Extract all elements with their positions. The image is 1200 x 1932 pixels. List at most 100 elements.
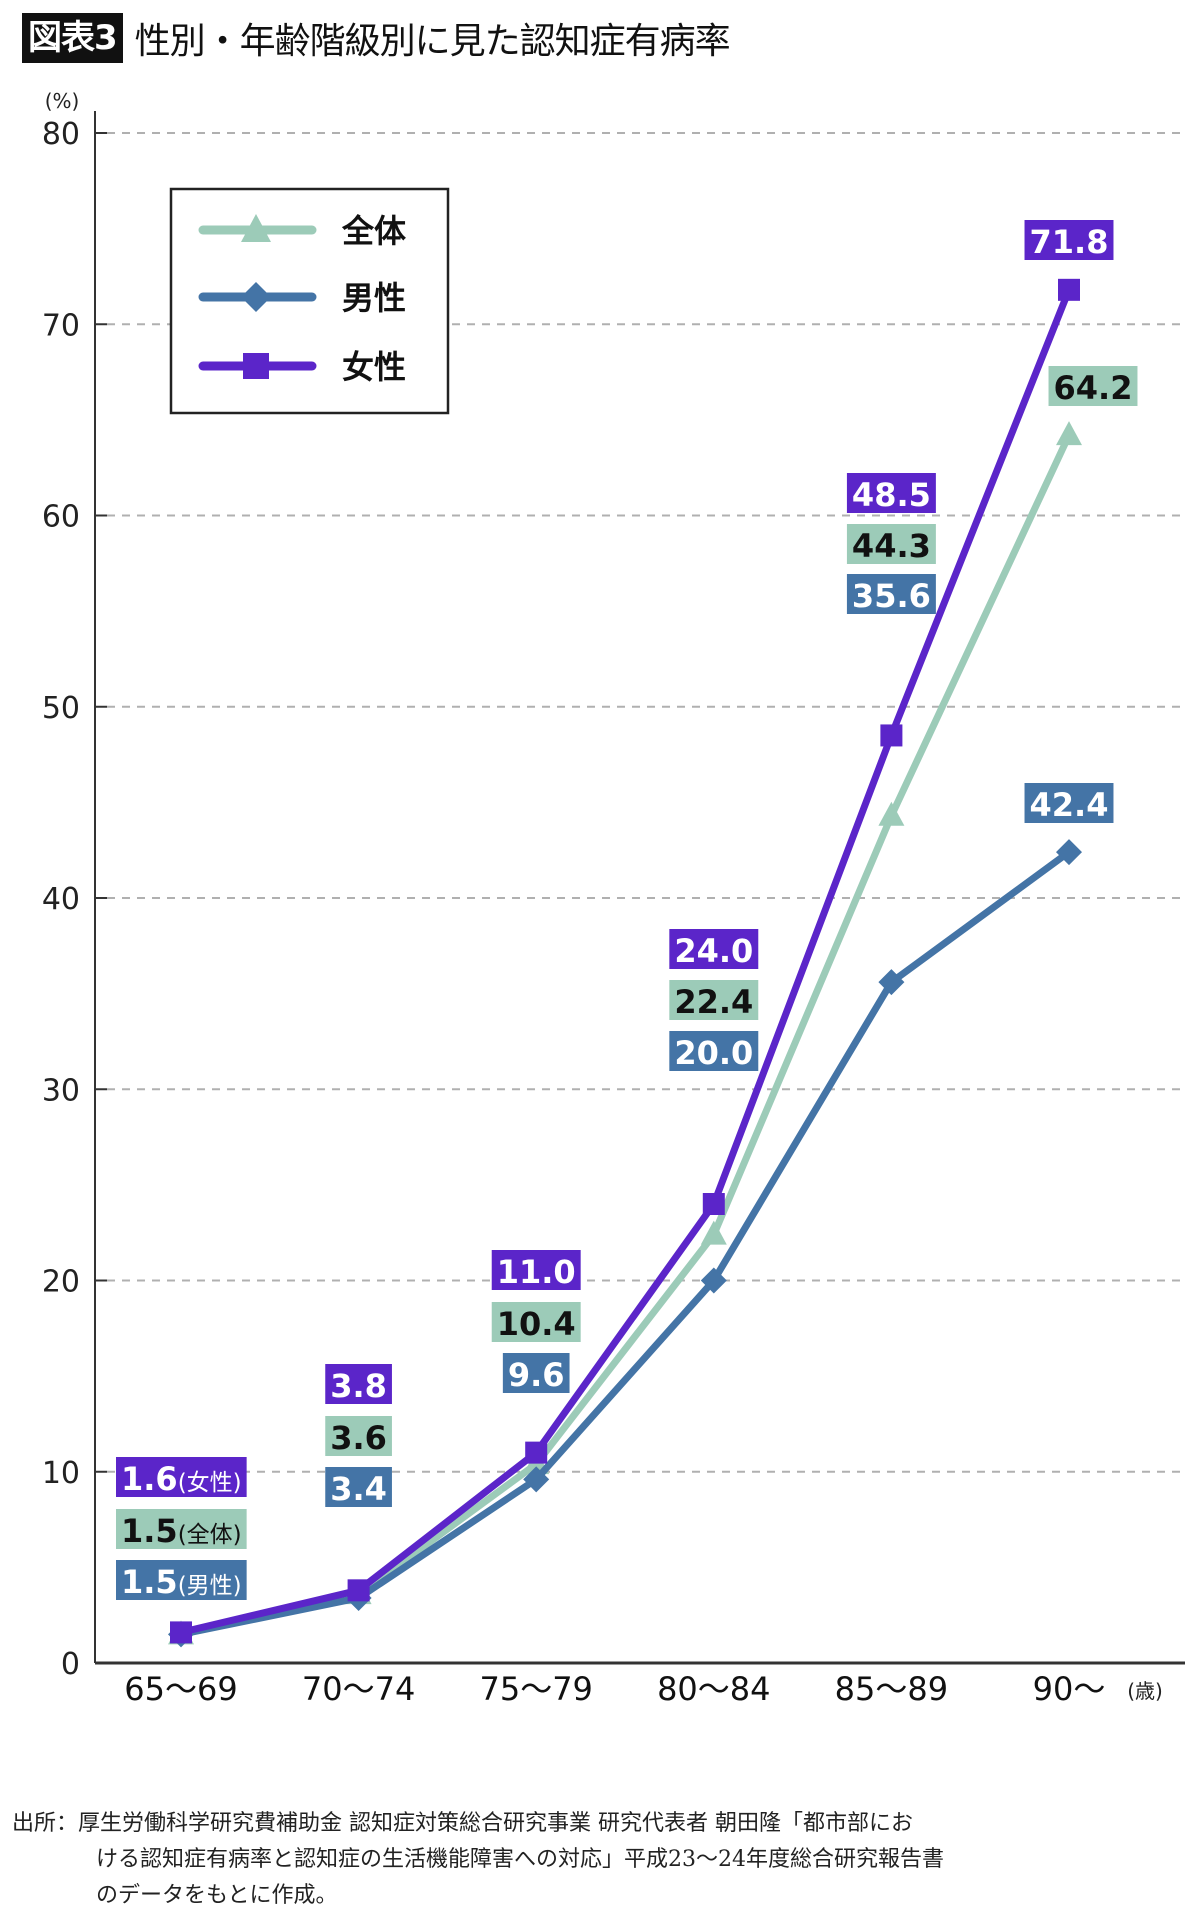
data-label-text: 35.6 — [852, 577, 931, 615]
data-label-value: 1.5 — [121, 1563, 178, 1601]
y-tick-label: 30 — [42, 1073, 80, 1108]
data-label-text: 11.0 — [497, 1253, 576, 1291]
data-label-background — [1024, 783, 1114, 823]
data-label: 9.6 — [502, 1353, 570, 1394]
y-tick-label: 70 — [42, 308, 80, 343]
data-label: 3.8 — [325, 1364, 392, 1405]
data-label-value: 10.4 — [497, 1305, 576, 1343]
y-tick-label: 10 — [42, 1456, 80, 1491]
series-line-female — [180, 288, 1073, 1636]
data-label-series-name: (男性) — [178, 1573, 242, 1599]
data-label-text: 3.4 — [330, 1470, 387, 1508]
data-label: 42.4 — [1024, 783, 1114, 824]
data-label-background — [846, 524, 936, 564]
data-label-series-name: (全体) — [178, 1522, 242, 1548]
diamond-marker — [700, 1267, 727, 1294]
series-line-male — [180, 849, 1072, 1638]
chart-title: 図表3 性別・年齢階級別に見た認知症有病率 — [22, 13, 731, 63]
data-label-background — [325, 1467, 392, 1507]
data-label-background — [1048, 366, 1138, 406]
data-label-text: 3.8 — [330, 1367, 387, 1405]
y-axis-ticks: 0 10 20 30 40 50 60 70 80 (%) — [42, 89, 107, 1682]
diamond-marker — [241, 282, 271, 312]
line-chart: 0 10 20 30 40 50 60 70 80 (%) 65～69 70～74 75～79 80～8… — [42, 89, 1185, 1708]
data-label-value: 35.6 — [852, 577, 931, 615]
legend-label: 男性 — [342, 279, 406, 317]
legend-item-all: 全体 — [198, 212, 406, 250]
x-tick-label: 70～74 — [302, 1670, 415, 1708]
y-tick-label: 40 — [42, 882, 80, 917]
data-label-text: 9.6 — [508, 1356, 565, 1394]
data-label-value: 48.5 — [852, 476, 931, 514]
data-label: 1.6(女性) — [116, 1457, 247, 1498]
data-label-value: 24.0 — [674, 932, 753, 970]
data-label: 44.3 — [846, 524, 936, 565]
data-label: 48.5 — [846, 473, 936, 514]
data-label: 71.8 — [1024, 220, 1114, 261]
square-marker — [243, 353, 269, 379]
data-label-background — [325, 1416, 392, 1456]
data-label-value: 1.5 — [121, 1512, 178, 1550]
x-tick-label: 80～84 — [657, 1670, 770, 1708]
data-label-background — [846, 473, 936, 513]
y-axis-unit: (%) — [45, 89, 80, 113]
x-tick-label: 85～89 — [835, 1670, 948, 1708]
data-label-value: 3.4 — [330, 1470, 387, 1508]
chart-title-text: 性別・年齢階級別に見た認知症有病率 — [134, 21, 731, 62]
data-label-value: 3.6 — [330, 1419, 387, 1457]
data-label: 35.6 — [846, 574, 936, 615]
data-label-background — [116, 1560, 247, 1600]
diamond-marker — [523, 1466, 550, 1493]
data-label-value: 71.8 — [1030, 223, 1109, 261]
data-label-text: 10.4 — [497, 1305, 576, 1343]
y-tick-label: 60 — [42, 500, 80, 535]
data-label-background — [116, 1509, 247, 1549]
square-marker — [1058, 278, 1080, 301]
data-label: 11.0 — [491, 1250, 581, 1291]
y-tick-label: 20 — [42, 1265, 80, 1300]
data-label: 20.0 — [669, 1031, 759, 1072]
legend-item-female: 女性 — [198, 348, 406, 386]
axes — [94, 111, 1185, 1665]
data-label: 64.2 — [1048, 366, 1138, 407]
square-marker — [702, 1193, 725, 1215]
data-label-background — [669, 929, 759, 969]
data-label: 24.0 — [669, 929, 759, 970]
data-label-background — [491, 1302, 581, 1342]
data-label-text: 1.6(女性) — [121, 1460, 242, 1498]
data-label-background — [669, 1031, 759, 1071]
data-label-background — [846, 574, 936, 614]
data-label-text: 1.5(男性) — [121, 1563, 242, 1601]
data-label: 10.4 — [491, 1302, 581, 1343]
data-label-background — [669, 980, 759, 1020]
x-tick-label: 90～ — [1033, 1670, 1106, 1708]
data-label-background — [491, 1250, 581, 1290]
x-tick-label: 65～69 — [124, 1670, 237, 1708]
triangle-marker — [700, 1220, 727, 1245]
data-label-value: 64.2 — [1054, 369, 1133, 407]
data-label-text: 20.0 — [674, 1034, 753, 1072]
square-marker — [880, 724, 903, 747]
data-label-value: 44.3 — [852, 527, 931, 565]
data-label-text: 22.4 — [674, 983, 753, 1021]
series-lines — [168, 278, 1082, 1648]
data-label: 1.5(男性) — [116, 1560, 247, 1601]
data-label-background — [1024, 220, 1114, 260]
x-tick-label: 75～79 — [479, 1670, 592, 1708]
source-line-3: のデータをもとに作成。 — [96, 1883, 338, 1908]
triangle-marker — [878, 801, 905, 826]
data-labels: 1.6(女性)1.5(全体)1.5(男性)3.83.63.411.010.49.… — [116, 220, 1138, 1601]
x-axis-unit: (歳) — [1127, 1679, 1163, 1703]
data-label-value: 1.6 — [121, 1460, 178, 1498]
triangle-marker — [1056, 421, 1082, 446]
data-label-background — [502, 1353, 570, 1393]
diamond-marker — [878, 969, 905, 996]
source-line-1: 出所：厚生労働科学研究費補助金 認知症対策総合研究事業 研究代表者 朝田隆「都市… — [12, 1811, 913, 1836]
data-label-value: 9.6 — [508, 1356, 565, 1394]
y-tick-label: 80 — [42, 117, 80, 152]
data-label-text: 42.4 — [1030, 786, 1109, 824]
data-label-text: 71.8 — [1030, 223, 1109, 261]
data-label-text: 48.5 — [852, 476, 931, 514]
data-label-value: 42.4 — [1030, 786, 1109, 824]
